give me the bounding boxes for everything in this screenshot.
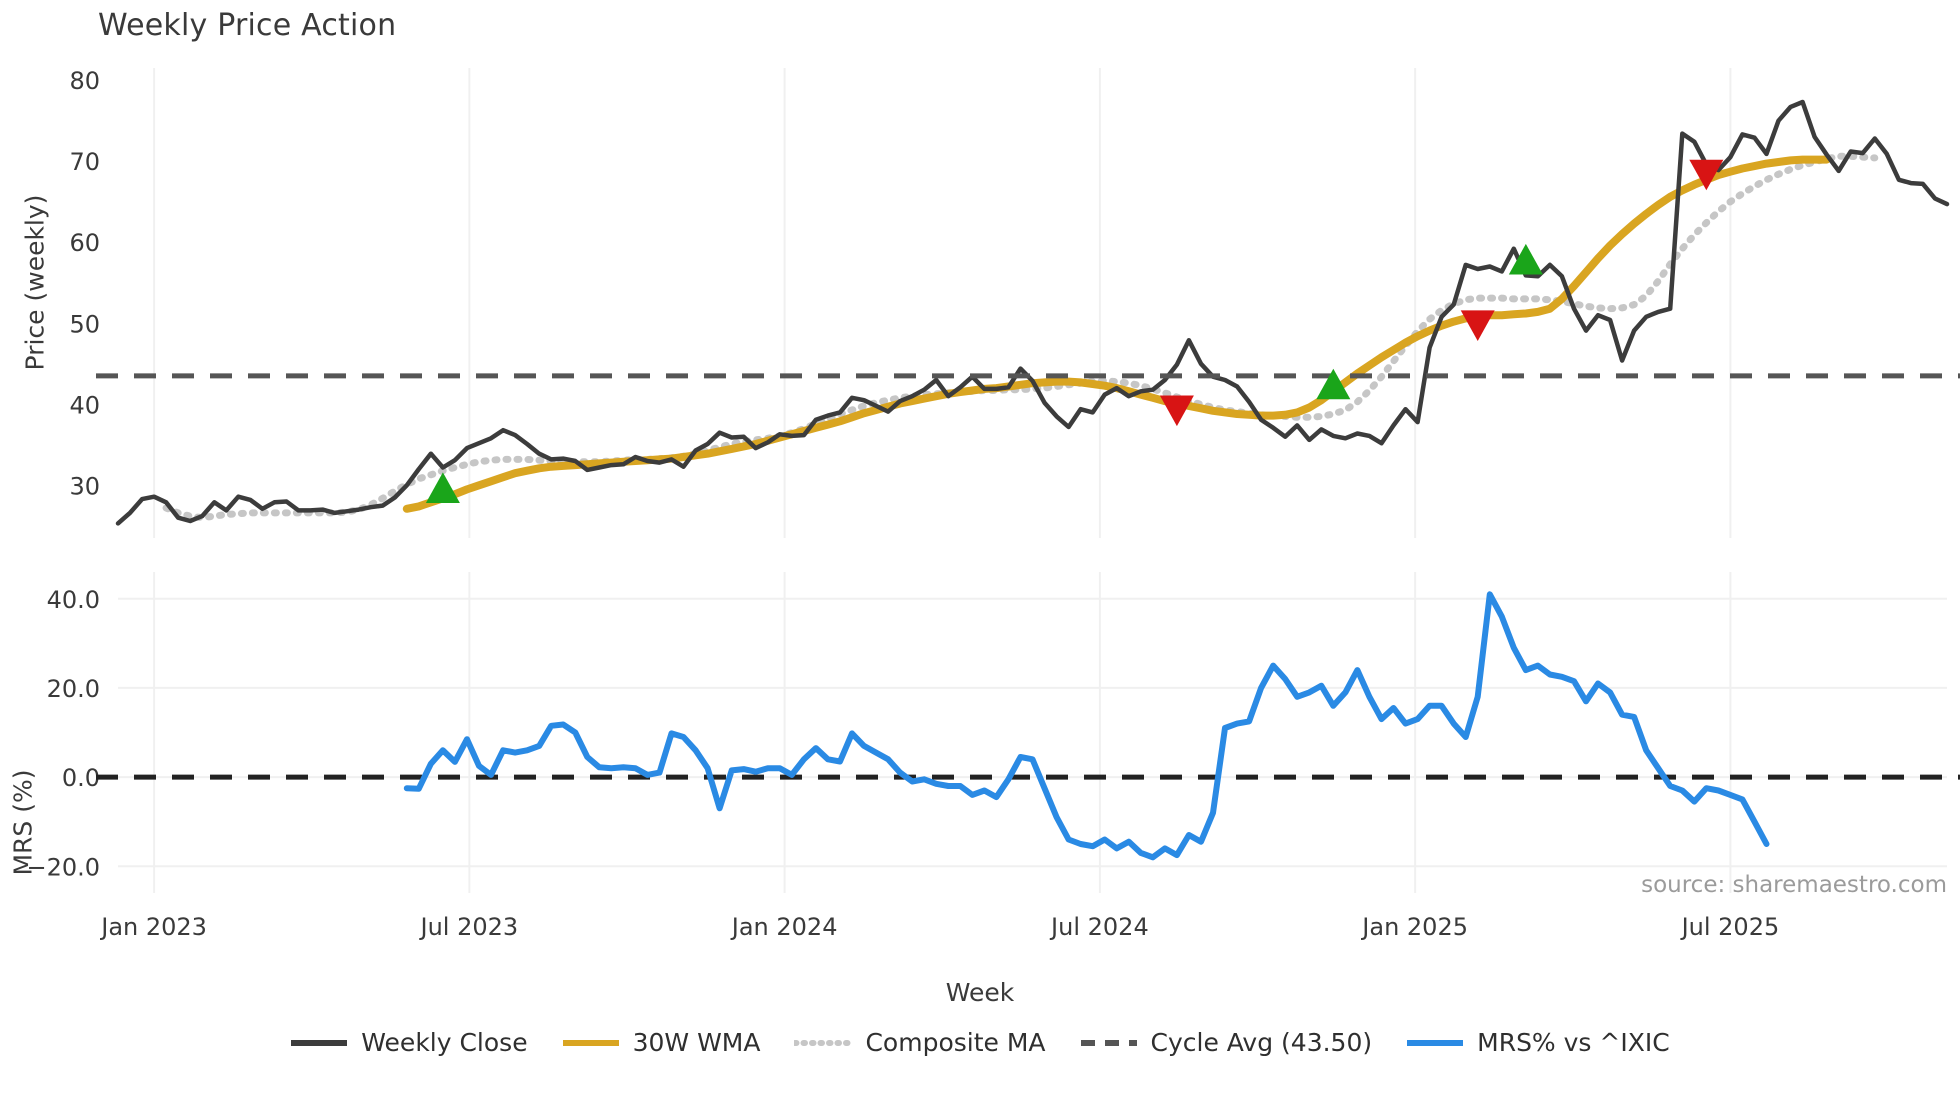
source-attribution: source: sharemaestro.com [1641, 872, 1947, 898]
y-tick-mrs--20: −20.0 [26, 853, 100, 881]
y-tick-price-40: 40 [69, 391, 100, 419]
legend-item-1[interactable]: 30W WMA [562, 1028, 761, 1057]
series-composite-ma [162, 152, 1879, 522]
chart-plot-area: 30 40 50 60 70 80 −20.0 0.0 20.0 40.0 Jan 2023 Jul … [26, 67, 1960, 941]
legend-swatch-icon-0 [291, 1039, 348, 1046]
series-mrs-percent [403, 591, 1770, 861]
series-weekly-close [115, 99, 1950, 526]
legend-label-3: Cycle Avg (43.50) [1150, 1028, 1373, 1057]
buy-marker-2[interactable] [1316, 368, 1351, 400]
x-tick-2: Jan 2024 [730, 913, 838, 941]
legend-item-3[interactable]: Cycle Avg (43.50) [1080, 1028, 1373, 1057]
legend-swatch-icon-4 [1407, 1039, 1464, 1046]
y-tick-mrs-20: 20.0 [47, 675, 100, 703]
legend-label-4: MRS% vs ^IXIC [1477, 1028, 1670, 1057]
x-axis-label: Week [945, 978, 1015, 1007]
legend-swatch-icon-1 [562, 1039, 619, 1046]
chart-legend: Weekly Close 30W WMA Composite MA Cycle Avg… [0, 1028, 1960, 1057]
page-title: Weekly Price Action [98, 8, 397, 43]
sell-marker-3[interactable] [1460, 310, 1495, 342]
x-tick-4: Jan 2025 [1360, 913, 1468, 941]
buy-marker-0[interactable] [425, 472, 460, 504]
y-tick-price-70: 70 [69, 148, 100, 176]
legend-label-1: 30W WMA [632, 1028, 761, 1057]
x-tick-3: Jul 2024 [1049, 913, 1149, 941]
y-tick-price-80: 80 [69, 67, 100, 95]
y-tick-mrs-40: 40.0 [47, 586, 100, 614]
buy-marker-4[interactable] [1508, 243, 1543, 275]
legend-label-2: Composite MA [865, 1028, 1046, 1057]
y-tick-mrs-0: 0.0 [62, 764, 100, 792]
legend-swatch-icon-3 [1080, 1039, 1137, 1046]
y-tick-price-50: 50 [69, 310, 100, 338]
x-tick-5: Jul 2025 [1680, 913, 1780, 941]
legend-item-4[interactable]: MRS% vs ^IXIC [1406, 1028, 1670, 1057]
y-tick-price-60: 60 [69, 229, 100, 257]
legend-item-2[interactable]: Composite MA [794, 1028, 1046, 1057]
x-tick-1: Jul 2023 [419, 913, 519, 941]
legend-swatch-icon-2 [794, 1039, 853, 1046]
legend-label-0: Weekly Close [361, 1028, 528, 1057]
legend-item-0[interactable]: Weekly Close [290, 1028, 528, 1057]
y-tick-price-30: 30 [69, 472, 100, 500]
sell-marker-5[interactable] [1689, 159, 1724, 191]
x-tick-0: Jan 2023 [99, 913, 207, 941]
sell-marker-1[interactable] [1159, 395, 1194, 427]
